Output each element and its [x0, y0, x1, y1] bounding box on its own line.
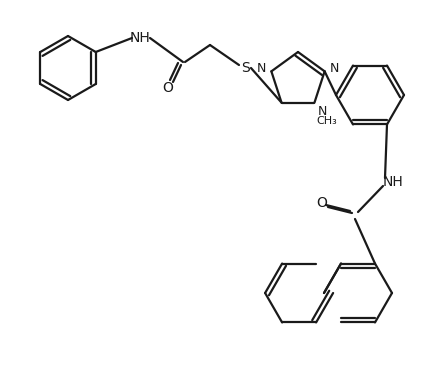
- Text: NH: NH: [130, 31, 150, 45]
- Text: N: N: [257, 62, 266, 75]
- Text: S: S: [241, 61, 249, 75]
- Text: N: N: [317, 105, 327, 117]
- Text: CH₃: CH₃: [316, 116, 337, 126]
- Text: NH: NH: [383, 175, 403, 189]
- Text: O: O: [316, 196, 327, 210]
- Text: O: O: [162, 81, 173, 95]
- Text: N: N: [330, 62, 339, 75]
